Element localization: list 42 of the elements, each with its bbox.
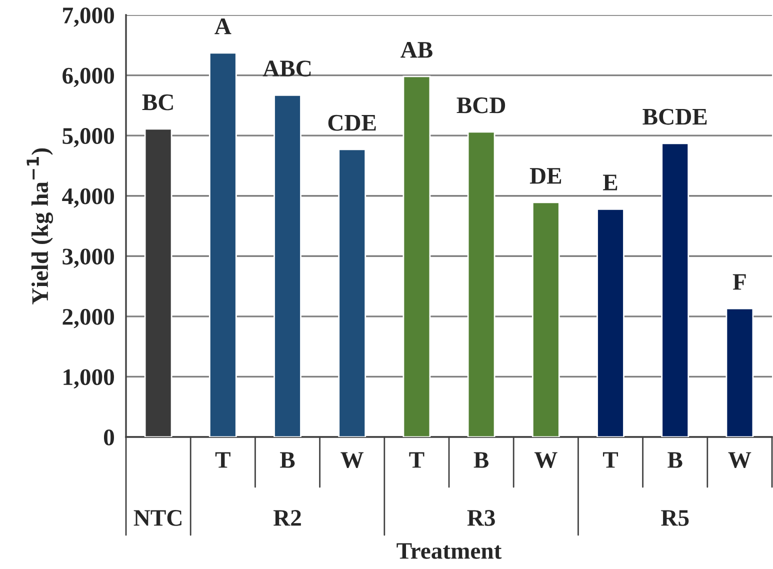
text: R5 bbox=[661, 510, 689, 526]
bar bbox=[661, 142, 690, 437]
y-tick-label: 0 bbox=[104, 429, 114, 446]
y-axis-title: Yield (kg ha$^{−1}$) bbox=[26, 148, 54, 304]
x-tick-label: B bbox=[668, 452, 682, 468]
bar bbox=[467, 131, 496, 437]
data-label: DE bbox=[530, 168, 562, 184]
bar bbox=[726, 308, 754, 437]
data-label: A bbox=[214, 18, 232, 34]
data-label: F bbox=[732, 274, 746, 290]
y-tick-label: 2,000 bbox=[62, 308, 114, 328]
x-tick-label: T bbox=[215, 452, 230, 468]
x-axis-title: Treatment bbox=[396, 543, 502, 559]
data-label: ABC bbox=[262, 60, 311, 76]
data-label: BCD bbox=[456, 97, 506, 114]
data-label: BC bbox=[142, 94, 173, 110]
y-tick-label: 5,000 bbox=[62, 128, 114, 148]
bar bbox=[532, 202, 560, 437]
x-tick-label: B bbox=[474, 452, 489, 468]
x-tick-label: B bbox=[280, 452, 295, 468]
text: R2 bbox=[273, 510, 301, 526]
x-tick-label: T bbox=[602, 452, 618, 468]
bar bbox=[596, 208, 624, 437]
bar bbox=[208, 52, 237, 437]
x-tick-label: W bbox=[534, 452, 558, 468]
text: NTC bbox=[134, 510, 182, 526]
data-label: BCDE bbox=[642, 108, 707, 125]
y-tick-label: 7,000 bbox=[63, 7, 114, 27]
bar bbox=[338, 148, 366, 437]
bar bbox=[274, 94, 302, 437]
x-tick-label: T bbox=[409, 452, 424, 468]
x-tick-label: W bbox=[728, 452, 752, 468]
bar bbox=[402, 76, 431, 437]
text: R3 bbox=[467, 510, 495, 526]
data-label: AB bbox=[400, 42, 432, 58]
y-tick-label: 3,000 bbox=[62, 248, 114, 268]
y-tick-label: 6,000 bbox=[62, 68, 114, 88]
y-tick-label: 4,000 bbox=[62, 188, 114, 208]
data-label: E bbox=[603, 174, 618, 190]
y-tick-label: 1,000 bbox=[64, 369, 114, 389]
data-label: CDE bbox=[328, 114, 376, 131]
x-tick-label: W bbox=[340, 452, 364, 468]
